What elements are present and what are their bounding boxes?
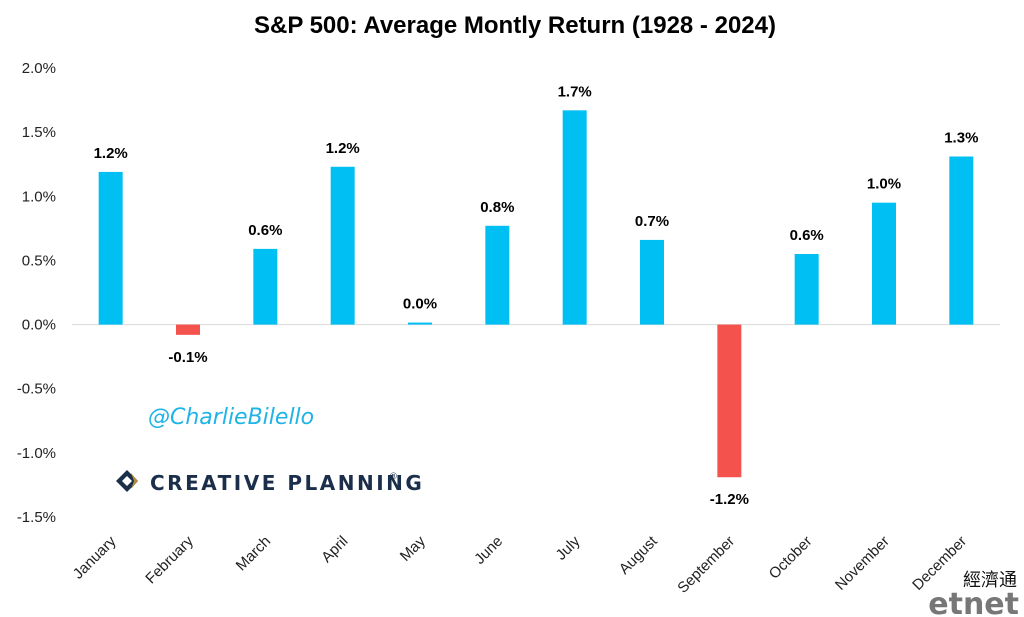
y-tick-label: -1.5% xyxy=(17,509,56,526)
bar-april xyxy=(330,166,355,325)
etnet-name: etnet xyxy=(928,587,1019,617)
y-tick-label: 1.5% xyxy=(22,124,56,141)
bar-june xyxy=(485,225,510,325)
bar-january xyxy=(98,171,123,325)
x-tick-label: December xyxy=(909,533,970,594)
x-tick-label: July xyxy=(553,532,584,563)
bars xyxy=(98,110,974,478)
brand-name: CREATIVE PLANNING xyxy=(150,471,424,495)
y-tick-label: 1.0% xyxy=(22,188,56,205)
data-label: 1.0% xyxy=(867,176,901,193)
data-label: 1.2% xyxy=(94,145,128,162)
x-tick-label: August xyxy=(616,532,662,578)
creative-planning-logo: CREATIVE PLANNING ® xyxy=(116,470,424,495)
etnet-chinese-name: 經濟通 xyxy=(963,570,1017,591)
y-tick-label: 2.0% xyxy=(22,60,56,77)
data-label: 0.0% xyxy=(403,296,437,313)
data-label: 0.7% xyxy=(635,213,669,230)
bar-july xyxy=(562,110,587,325)
creative-planning-icon xyxy=(116,470,138,492)
data-label: -1.2% xyxy=(710,491,749,508)
bar-september xyxy=(717,324,742,478)
x-tick-label: October xyxy=(766,533,816,583)
x-tick-label: April xyxy=(318,533,351,566)
bar-october xyxy=(794,254,819,325)
bar-march xyxy=(253,248,278,325)
data-label: 0.6% xyxy=(790,227,824,244)
data-labels: 1.2% -0.1% 0.6% 1.2% 0.0% 0.8% 1.7% 0.7% -1.2% 0.… xyxy=(94,83,979,508)
x-tick-label: February xyxy=(142,532,197,587)
y-axis: 2.0% 1.5% 1.0% 0.5% 0.0% -0.5% -1.0% -1.5% xyxy=(17,60,56,526)
bar-november xyxy=(872,202,896,325)
data-label: 0.6% xyxy=(248,222,282,239)
bar-february xyxy=(176,324,200,335)
data-label: 1.3% xyxy=(944,130,978,147)
data-label: 1.7% xyxy=(558,83,592,100)
x-tick-label: March xyxy=(233,533,274,574)
x-tick-label: June xyxy=(471,533,506,568)
y-tick-label: -1.0% xyxy=(17,445,56,462)
data-label: 0.8% xyxy=(480,199,514,216)
x-axis: January February March April May June July Augu… xyxy=(70,532,970,596)
x-tick-label: September xyxy=(674,533,738,597)
data-label: 1.2% xyxy=(326,140,360,157)
chart-title: S&P 500: Average Montly Return (1928 - 2… xyxy=(254,12,776,39)
brand-trademark: ® xyxy=(389,472,398,482)
bar-august xyxy=(640,239,664,325)
bar-december xyxy=(949,156,974,325)
data-label: -0.1% xyxy=(168,349,207,366)
etnet-logo: 經濟通 etnet xyxy=(928,570,1019,617)
x-tick-label: November xyxy=(832,533,893,594)
bar-may xyxy=(408,322,432,325)
y-tick-label: 0.0% xyxy=(22,317,56,334)
x-tick-label: January xyxy=(70,532,120,582)
y-tick-label: -0.5% xyxy=(17,381,56,398)
y-tick-label: 0.5% xyxy=(22,252,56,269)
watermark-handle: @CharlieBilello xyxy=(148,405,314,430)
x-tick-label: May xyxy=(397,532,429,564)
